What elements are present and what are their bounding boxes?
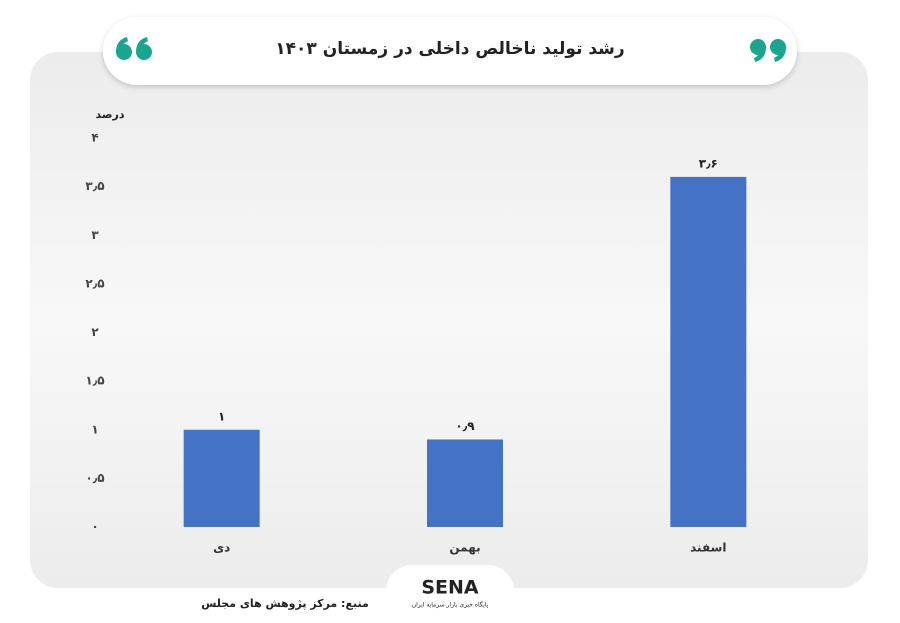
value-label: ۱ xyxy=(218,409,225,423)
y-tick-label: ۴ xyxy=(91,131,98,145)
y-axis-label: درصد xyxy=(96,108,125,121)
quote-left xyxy=(116,37,152,60)
x-tick-label: بهمن xyxy=(449,541,480,555)
bar xyxy=(427,439,503,527)
title-pill xyxy=(103,17,797,85)
y-tick-label: ۰ xyxy=(91,520,98,534)
y-tick-label: ۳٫۵ xyxy=(85,179,104,193)
value-label: ۳٫۶ xyxy=(699,156,718,170)
y-tick-label: ۱ xyxy=(91,422,98,436)
y-tick-label: ۰٫۵ xyxy=(85,471,104,485)
y-tick-label: ۱٫۵ xyxy=(85,374,104,388)
y-tick-label: ۲ xyxy=(91,325,99,339)
logo-tagline: پایگاه خبری بازار سرمایه ایران xyxy=(412,601,489,609)
chart-title: رشد تولید ناخالص داخلی در زمستان ۱۴۰۳ xyxy=(275,39,624,59)
quote-right xyxy=(750,39,786,62)
value-label: ۰٫۹ xyxy=(455,419,475,433)
y-tick-label: ۲٫۵ xyxy=(85,276,104,290)
x-tick-label: دی xyxy=(213,541,230,555)
logo: SENA xyxy=(421,577,479,599)
y-tick-label: ۳ xyxy=(91,228,99,242)
logo-pill xyxy=(386,565,514,623)
x-tick-label: اسفند xyxy=(690,541,726,555)
bar xyxy=(670,176,747,527)
bar xyxy=(183,429,260,527)
source: منبع: مرکز پژوهش های مجلس xyxy=(201,597,369,610)
